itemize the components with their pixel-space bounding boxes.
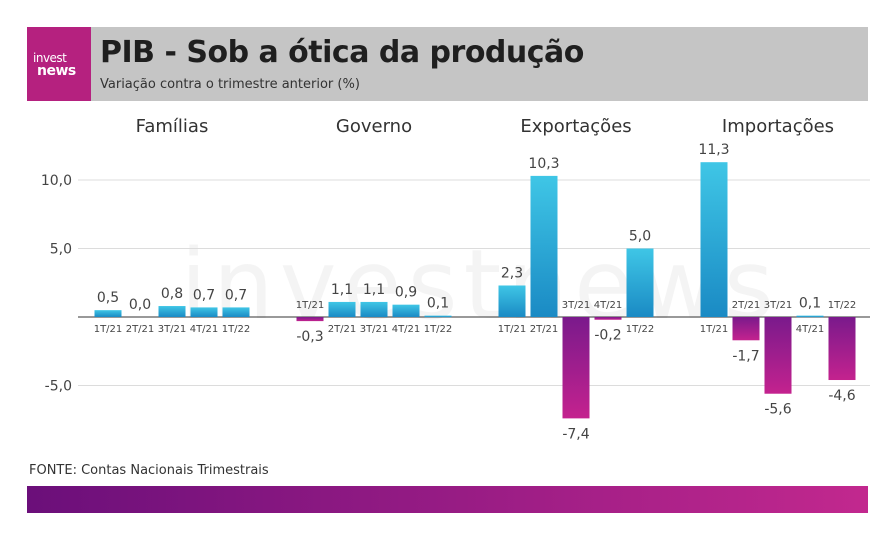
- category-label: 3T/21: [360, 324, 389, 335]
- y-tick-label: -5,0: [45, 379, 72, 395]
- data-label: 0,7: [193, 287, 215, 303]
- bar: [828, 317, 856, 381]
- bar: [732, 317, 760, 341]
- category-label: 1T/22: [828, 300, 857, 311]
- data-label: -0,2: [594, 328, 621, 344]
- data-label: 0,0: [129, 297, 151, 313]
- bar: [296, 317, 324, 322]
- data-label: 10,3: [528, 156, 559, 172]
- data-label: -7,4: [562, 426, 589, 442]
- category-label: 1T/21: [94, 324, 123, 335]
- data-label: 0,1: [427, 296, 449, 312]
- category-label: 3T/21: [764, 300, 793, 311]
- investnews-logo: invest news: [27, 27, 91, 101]
- data-label: 2,3: [501, 265, 523, 281]
- category-label: 2T/21: [328, 324, 357, 335]
- bar: [392, 304, 420, 317]
- data-label: 0,7: [225, 287, 247, 303]
- bar: [594, 317, 622, 320]
- category-label: 1T/21: [700, 324, 729, 335]
- bar: [190, 307, 218, 317]
- panel-title: Famílias: [136, 116, 209, 137]
- logo-text-invest: invest: [33, 51, 67, 65]
- chart-header: invest news PIB - Sob a ótica da produçã…: [27, 27, 868, 101]
- data-label: 1,1: [363, 282, 385, 298]
- data-label: 0,9: [395, 285, 417, 301]
- category-label: 2T/21: [530, 324, 559, 335]
- bar: [222, 307, 250, 317]
- category-label: 4T/21: [392, 324, 421, 335]
- bar: [360, 301, 388, 317]
- panel-title: Importações: [722, 116, 834, 137]
- category-label: 1T/22: [626, 324, 655, 335]
- bar: [764, 317, 792, 394]
- bar: [424, 315, 452, 318]
- bar: [94, 310, 122, 317]
- footer-gradient-bar: [27, 486, 868, 513]
- bar: [562, 317, 590, 419]
- data-label: 11,3: [698, 142, 729, 158]
- category-label: 1T/22: [222, 324, 251, 335]
- category-label: 1T/21: [498, 324, 527, 335]
- chart-subtitle: Variação contra o trimestre anterior (%): [100, 77, 360, 92]
- data-label: -4,6: [828, 388, 855, 404]
- data-label: 5,0: [629, 229, 651, 245]
- logo-text-news: news: [37, 63, 76, 79]
- category-label: 3T/21: [562, 300, 591, 311]
- category-label: 1T/21: [296, 300, 325, 311]
- bar: [626, 248, 654, 317]
- bar: [530, 175, 558, 317]
- panel-title: Exportações: [520, 116, 631, 137]
- category-label: 2T/21: [126, 324, 155, 335]
- category-label: 4T/21: [594, 300, 623, 311]
- data-label: 0,5: [97, 290, 119, 306]
- data-label: -0,3: [296, 329, 323, 345]
- category-label: 4T/21: [190, 324, 219, 335]
- source-note: FONTE: Contas Nacionais Trimestrais: [29, 463, 269, 478]
- panel-title: Governo: [336, 116, 412, 137]
- y-tick-label: 10,0: [41, 173, 72, 189]
- y-tick-label: 5,0: [50, 242, 72, 258]
- data-label: 0,1: [799, 296, 821, 312]
- category-label: 2T/21: [732, 300, 761, 311]
- data-label: -1,7: [732, 348, 759, 364]
- data-label: -5,6: [764, 402, 791, 418]
- data-label: 1,1: [331, 282, 353, 298]
- bar: [498, 285, 526, 317]
- category-label: 3T/21: [158, 324, 187, 335]
- bar: [158, 306, 186, 317]
- category-label: 4T/21: [796, 324, 825, 335]
- category-label: 1T/22: [424, 324, 453, 335]
- watermark: investnews: [180, 229, 779, 341]
- bar: [796, 315, 824, 318]
- chart-title: PIB - Sob a ótica da produção: [100, 35, 584, 70]
- bar: [328, 301, 356, 317]
- bar: [700, 162, 728, 317]
- data-label: 0,8: [161, 286, 183, 302]
